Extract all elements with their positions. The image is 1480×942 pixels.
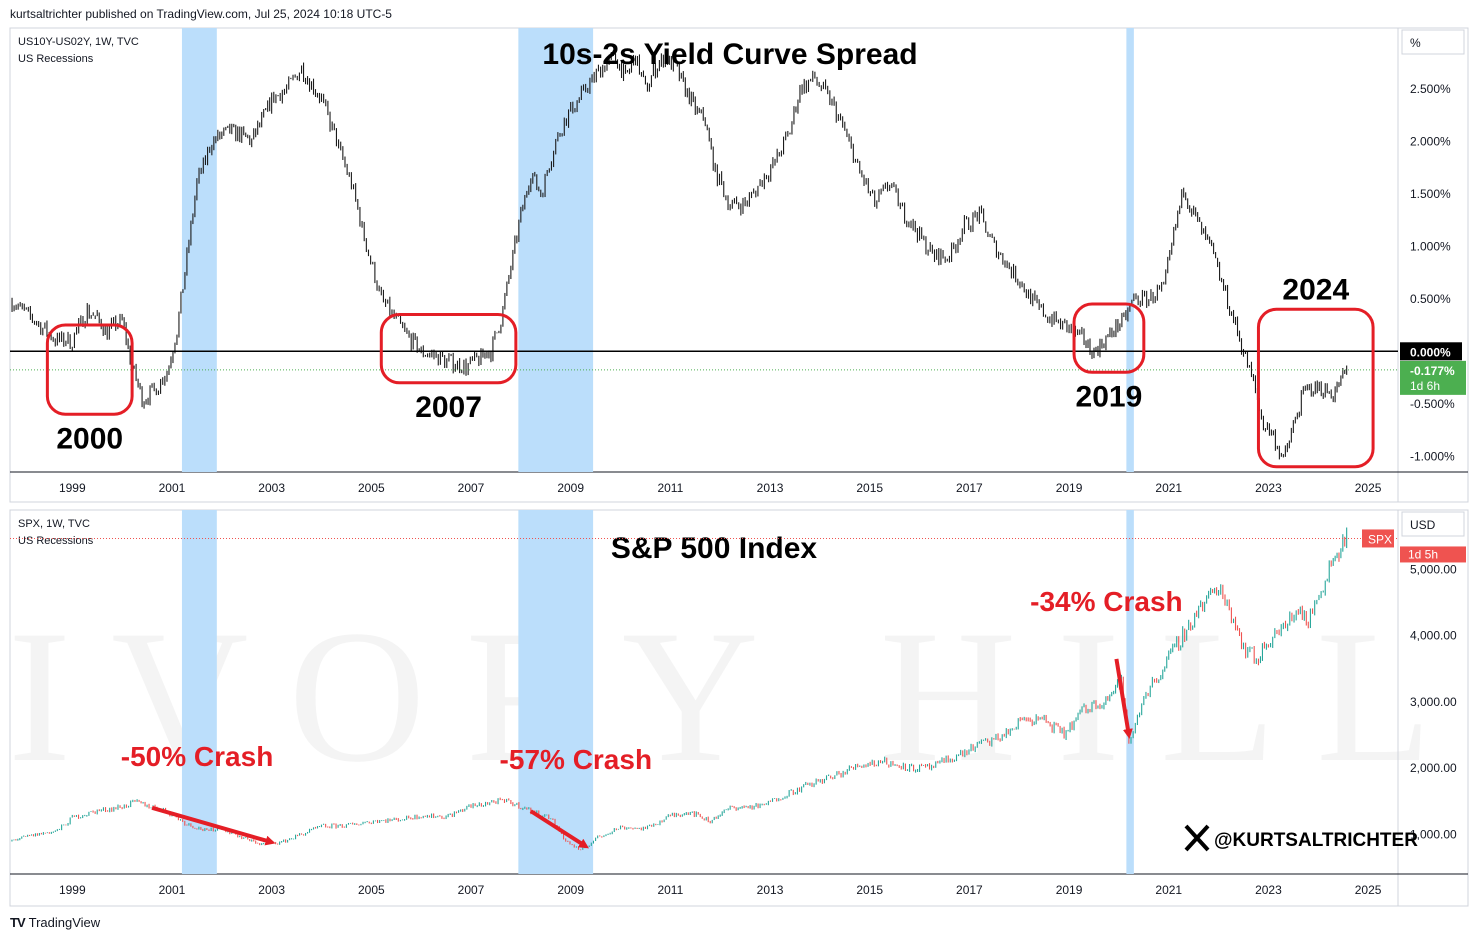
last-value-label: -0.177% [1410,364,1455,378]
crash-arrow [529,809,590,849]
unit-label: USD [1410,518,1436,532]
x-tick-label: 2001 [159,883,186,897]
annotation-year-label: 2024 [1282,273,1349,306]
zero-badge [1400,342,1462,361]
tradingview-brand: TradingView [28,915,101,930]
annotation-box [45,323,134,416]
x-tick-label: 1999 [59,883,86,897]
x-tick-label: 2013 [757,883,784,897]
handle-group: @KURTSALTRICHTER [1184,824,1418,852]
panel-yield-spread[interactable]: 3.000%2.500%2.000%1.500%1.000%0.500%-0.5… [9,27,1469,503]
last-value-time: 1d 5h [1408,547,1438,561]
crash-label: -50% Crash [121,741,274,772]
x-tick-label: 2019 [1056,883,1083,897]
y-tick-label: 0.500% [1410,292,1451,306]
annotation-box [1072,302,1146,374]
x-tick-label: 2013 [757,481,784,495]
x-tick-label: 2003 [258,883,285,897]
panel-frame [9,27,1469,503]
crash-label: -57% Crash [500,744,653,775]
x-tick-label: 2005 [358,883,385,897]
series-symbol-label: US10Y-US02Y, 1W, TVC [18,36,139,48]
handle-text: @KURTSALTRICHTER [1214,830,1418,851]
y-tick-label: 2,000.00 [1410,761,1457,775]
y-tick-label: 2.000% [1410,134,1451,148]
x-tick-label: 2009 [557,883,584,897]
spx-tag-label: SPX [1368,532,1392,546]
x-tick-label: 2005 [358,481,385,495]
tradingview-footer[interactable]: TV TradingView [10,915,100,930]
tradingview-logo-icon: TV [10,915,26,930]
recession-overlay-label: US Recessions [18,535,94,547]
x-tick-label: 1999 [59,481,86,495]
unit-label: % [1410,36,1421,50]
y-tick-label: -0.500% [1410,397,1455,411]
series-symbol-label: SPX, 1W, TVC [18,518,90,530]
recession-band [1126,28,1134,472]
unit-box [1401,511,1465,537]
x-tick-label: 2019 [1056,481,1083,495]
recession-band [181,510,217,874]
x-tick-label: 2017 [956,481,983,495]
last-value-time: 1d 6h [1410,379,1440,393]
x-tick-label: 2015 [856,481,883,495]
y-tick-label: 1,000.00 [1410,827,1457,841]
chart-title: S&P 500 Index [611,532,818,565]
recession-band [1126,510,1134,874]
annotation-year-label: 2007 [415,391,482,424]
crash-arrow [1114,658,1133,739]
unit-box [1401,29,1465,55]
y-tick-label: -1.000% [1410,449,1455,463]
chart-title: 10s-2s Yield Curve Spread [542,38,917,71]
x-tick-label: 2025 [1355,481,1382,495]
last-value-badge [1400,360,1466,395]
y-tick-label: 3,000.00 [1410,695,1457,709]
recession-band [518,510,594,874]
y-tick-label: 4,000.00 [1410,629,1457,643]
x-tick-label: 2015 [856,883,883,897]
x-tick-label: 2011 [657,481,683,495]
panel-spx[interactable]: 5,000.00 4,000.00 3,000.00 2,000.00 1,000.00… [9,509,1469,907]
y-tick-label: 5,000.00 [1410,563,1457,577]
x-tick-label: 2023 [1255,883,1282,897]
crash-arrow [151,805,276,846]
annotation-box [379,313,518,385]
x-tick-label: 2023 [1255,481,1282,495]
x-tick-label: 2017 [956,883,983,897]
publisher-header: kurtsaltrichter published on TradingView… [10,7,392,21]
annotation-year-label: 2000 [56,422,123,455]
panel-frame [9,509,1469,907]
x-tick-label: 2001 [159,481,186,495]
last-value-badge [1400,546,1466,563]
x-tick-label: 2021 [1155,481,1182,495]
spx-tag [1362,529,1394,548]
crash-label: -34% Crash [1030,586,1183,617]
x-tick-label: 2011 [657,883,683,897]
annotation-year-label: 2019 [1076,380,1143,413]
x-tick-label: 2009 [557,481,584,495]
y-tick-label: 1.000% [1410,239,1451,253]
recession-overlay-label: US Recessions [18,53,94,65]
x-logo-icon [1184,824,1210,852]
x-tick-label: 2003 [258,481,285,495]
zero-badge-label: 0.000% [1410,345,1451,359]
x-tick-label: 2021 [1155,883,1182,897]
y-tick-label: 2.500% [1410,82,1451,96]
x-tick-label: 2007 [458,883,485,897]
x-tick-label: 2025 [1355,883,1382,897]
recession-band [518,28,594,472]
x-tick-label: 2007 [458,481,485,495]
recession-band [181,28,217,472]
y-tick-label: 1.500% [1410,187,1451,201]
annotation-box [1256,307,1375,469]
